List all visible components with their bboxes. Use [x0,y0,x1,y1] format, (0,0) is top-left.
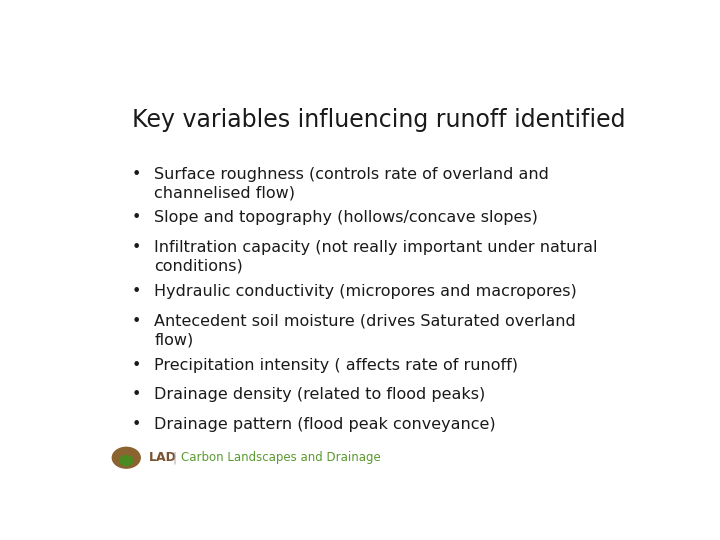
Text: Hydraulic conductivity (micropores and macropores): Hydraulic conductivity (micropores and m… [154,284,577,299]
Text: •: • [132,388,141,402]
Text: LAD: LAD [148,451,176,464]
Text: •: • [132,314,141,329]
Text: Drainage pattern (flood peak conveyance): Drainage pattern (flood peak conveyance) [154,417,496,433]
Text: Slope and topography (hollows/concave slopes): Slope and topography (hollows/concave sl… [154,210,538,225]
Text: Surface roughness (controls rate of overland and
channelised flow): Surface roughness (controls rate of over… [154,167,549,200]
Text: •: • [132,167,141,181]
Text: •: • [132,240,141,255]
Text: Drainage density (related to flood peaks): Drainage density (related to flood peaks… [154,388,485,402]
Circle shape [112,447,140,468]
Text: Antecedent soil moisture (drives Saturated overland
flow): Antecedent soil moisture (drives Saturat… [154,314,576,347]
Text: •: • [132,210,141,225]
Text: Precipitation intensity ( affects rate of runoff): Precipitation intensity ( affects rate o… [154,357,518,373]
Text: •: • [132,284,141,299]
Text: Carbon Landscapes and Drainage: Carbon Landscapes and Drainage [181,451,381,464]
Text: Infiltration capacity (not really important under natural
conditions): Infiltration capacity (not really import… [154,240,598,274]
Text: •: • [132,357,141,373]
Text: •: • [132,417,141,433]
Text: |: | [173,451,176,464]
Text: Key variables influencing runoff identified: Key variables influencing runoff identif… [132,109,626,132]
Circle shape [120,456,133,465]
